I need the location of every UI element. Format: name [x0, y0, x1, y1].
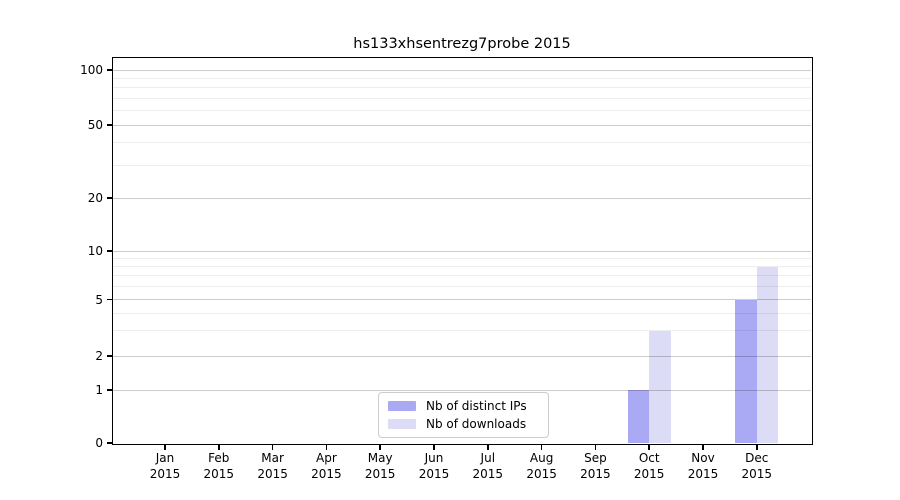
y-tick-label: 1	[95, 383, 103, 397]
gridline-major	[113, 389, 811, 391]
x-tick-label-may: May 2015	[364, 451, 396, 481]
plot-area: Nb of distinct IPs Nb of downloads	[113, 58, 811, 443]
x-tick-label-jun: Jun 2015	[418, 451, 450, 481]
x-tick-label-nov: Nov 2015	[687, 451, 719, 481]
grid-layer	[113, 58, 811, 443]
y-tick	[106, 442, 113, 444]
legend-item-distinct-ips: Nb of distinct IPs	[388, 399, 539, 413]
x-tick	[325, 444, 328, 450]
gridline-minor	[113, 87, 811, 89]
legend-label-downloads: Nb of downloads	[426, 416, 527, 431]
y-tick-label: 2	[95, 349, 103, 363]
legend-item-downloads: Nb of downloads	[388, 417, 539, 431]
x-tick-label-oct: Oct 2015	[633, 451, 665, 481]
bar-downloads-oct	[649, 330, 671, 443]
legend: Nb of distinct IPs Nb of downloads	[378, 392, 549, 438]
x-tick	[594, 444, 597, 450]
x-tick	[433, 444, 435, 450]
gridline-major	[113, 124, 811, 126]
y-tick-label: 50	[87, 118, 103, 132]
legend-label-distinct-ips: Nb of distinct IPs	[426, 399, 527, 414]
y-tick	[106, 250, 113, 252]
gridline-minor	[113, 77, 811, 79]
x-tick	[648, 444, 650, 450]
gridline-minor	[113, 110, 811, 112]
y-tick-label: 20	[87, 191, 103, 205]
x-tick	[218, 444, 220, 450]
y-tick-label: 100	[80, 63, 103, 77]
y-tick	[106, 298, 113, 301]
gridline-major	[113, 197, 811, 199]
x-tick-label-jan: Jan 2015	[149, 451, 181, 481]
y-tick-label: 10	[87, 244, 103, 258]
gridline-minor	[113, 330, 811, 332]
bar-distinct-ips-oct	[627, 390, 650, 443]
x-tick-label-sep: Sep 2015	[580, 451, 611, 481]
x-tick	[702, 444, 704, 450]
x-tick-label-feb: Feb 2015	[203, 451, 235, 481]
gridline-major	[113, 250, 811, 252]
x-tick	[756, 444, 758, 450]
gridline-minor	[113, 165, 811, 167]
x-tick	[540, 444, 543, 450]
x-tick-label-aug: Aug 2015	[526, 451, 557, 481]
gridline-minor	[113, 312, 811, 314]
x-tick	[379, 444, 381, 450]
x-tick	[271, 444, 274, 450]
gridline-minor	[113, 142, 811, 144]
gridline-minor	[113, 275, 811, 277]
x-tick-label-jul: Jul 2015	[472, 451, 504, 481]
bar-downloads-dec	[756, 266, 779, 443]
x-tick	[487, 444, 489, 450]
gridline-minor	[113, 97, 811, 99]
bar-distinct-ips-dec	[735, 299, 757, 443]
legend-swatch-distinct-ips-icon	[388, 401, 416, 412]
y-tick	[106, 124, 113, 126]
gridline-major	[113, 69, 811, 71]
gridline-major	[113, 299, 811, 300]
x-tick-label-dec: Dec 2015	[741, 451, 773, 481]
y-tick	[106, 197, 113, 199]
y-tick-label: 0	[95, 436, 103, 450]
y-tick	[106, 69, 113, 71]
y-tick	[106, 389, 113, 391]
chart-title: hs133xhsentrezg7probe 2015	[353, 36, 571, 52]
gridline-minor	[113, 257, 811, 259]
legend-swatch-downloads-icon	[388, 418, 416, 429]
gridline-major	[113, 355, 811, 357]
x-tick	[164, 444, 166, 450]
bars-layer	[113, 58, 811, 443]
y-tick-label: 5	[95, 292, 103, 307]
gridline-minor	[113, 286, 811, 288]
x-tick-label-mar: Mar 2015	[257, 451, 288, 481]
x-tick-label-apr: Apr 2015	[311, 451, 342, 481]
y-tick	[106, 355, 113, 357]
gridline-minor	[113, 266, 811, 268]
